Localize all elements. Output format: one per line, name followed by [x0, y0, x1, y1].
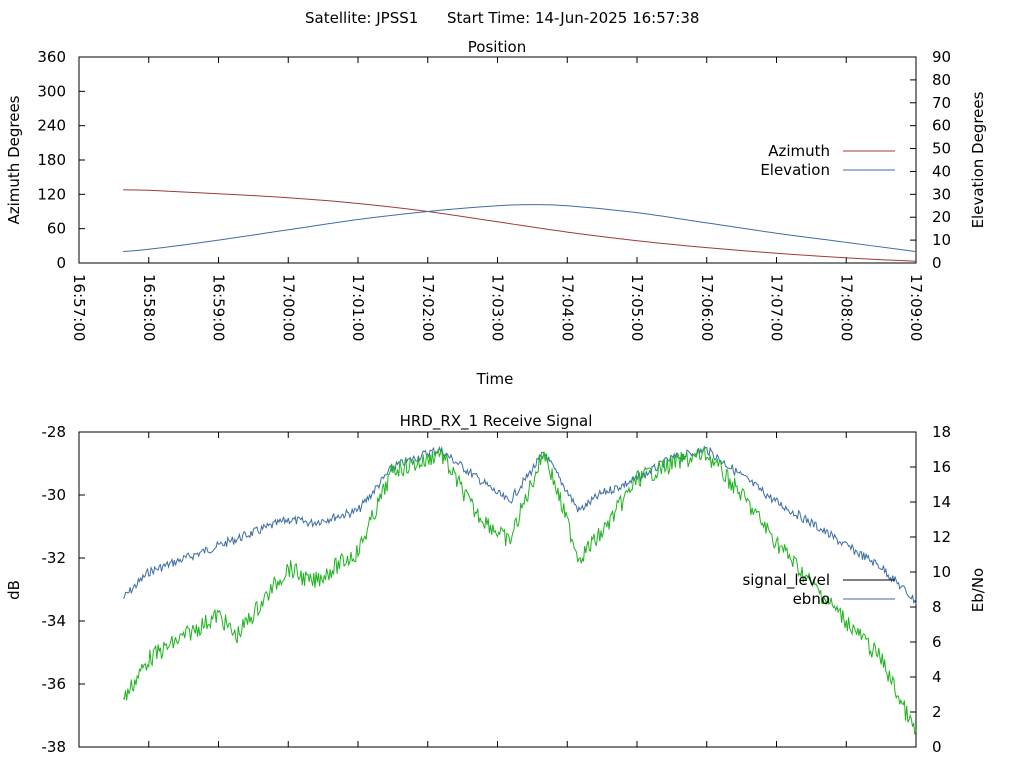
legend-elevation-label: Elevation — [760, 161, 830, 179]
position-y2-tick-label: 90 — [932, 48, 951, 66]
position-legend: Azimuth Elevation — [760, 142, 895, 179]
position-y2-tick-label: 40 — [932, 162, 951, 180]
position-x-tick-label: 17:08:00 — [837, 274, 855, 341]
signal-y-tick-label: -38 — [42, 738, 67, 756]
satellite-label: Satellite: JPSS1 — [305, 9, 418, 27]
signal-y-tick-label: -28 — [42, 423, 67, 441]
position-chart: Position 0 60 120 180 240 300 360 0 10 20 30 40 50 6… — [5, 38, 987, 388]
signal-y2-tick-label: 2 — [932, 703, 942, 721]
position-x-tick-label: 16:59:00 — [210, 274, 228, 341]
position-chart-title: Position — [468, 38, 526, 56]
signal-legend: signal_level ebno — [742, 571, 895, 608]
position-x-tick-label: 17:02:00 — [419, 274, 437, 341]
signal-y2-tick-label: 18 — [932, 423, 951, 441]
signal-line-signal-level — [122, 445, 917, 735]
signal-y-axis-ticks: -38 -36 -34 -32 -30 -28 — [42, 423, 85, 756]
position-y2-tick-label: 70 — [932, 94, 951, 112]
position-x-tick-label: 17:01:00 — [349, 274, 367, 341]
position-x-tick-label: 17:03:00 — [489, 274, 507, 341]
position-y2-tick-label: 10 — [932, 231, 951, 249]
signal-y2-tick-label: 0 — [932, 738, 942, 756]
position-y2-tick-label: 50 — [932, 140, 951, 158]
signal-x-axis-ticks — [78, 432, 917, 747]
signal-line-ebno — [122, 445, 917, 605]
position-y-tick-label: 360 — [37, 48, 66, 66]
position-y-axis-label: Azimuth Degrees — [5, 95, 23, 224]
signal-y2-axis-label: Eb/No — [969, 568, 987, 612]
position-x-tick-label: 17:04:00 — [558, 274, 576, 341]
position-y2-tick-label: 30 — [932, 185, 951, 203]
signal-y2-tick-label: 16 — [932, 458, 951, 476]
position-y2-tick-label: 80 — [932, 71, 951, 89]
legend-signal-level-label: signal_level — [742, 571, 830, 590]
position-y-tick-label: 0 — [56, 254, 66, 272]
signal-y2-tick-label: 10 — [932, 563, 951, 581]
signal-y2-tick-label: 8 — [932, 598, 942, 616]
position-series — [123, 189, 917, 262]
position-x-tick-label: 17:06:00 — [698, 274, 716, 341]
position-line-elevation — [123, 204, 917, 253]
signal-y-tick-label: -36 — [42, 675, 67, 693]
position-y-axis-ticks: 0 60 120 180 240 300 360 — [37, 48, 85, 272]
signal-y2-tick-label: 4 — [932, 668, 942, 686]
position-y-tick-label: 60 — [47, 220, 66, 238]
position-x-tick-label: 16:57:00 — [70, 274, 88, 341]
position-line-azimuth — [123, 189, 917, 262]
signal-y2-tick-label: 12 — [932, 528, 951, 546]
position-y-tick-label: 240 — [37, 117, 66, 135]
signal-y2-tick-label: 14 — [932, 493, 951, 511]
position-x-tick-label: 17:00:00 — [279, 274, 297, 341]
legend-ebno-label: ebno — [793, 590, 830, 608]
position-x-tick-label: 17:05:00 — [628, 274, 646, 341]
signal-y2-tick-label: 6 — [932, 633, 942, 651]
position-y-tick-label: 300 — [37, 82, 66, 100]
legend-azimuth-label: Azimuth — [768, 142, 830, 160]
signal-y-tick-label: -32 — [42, 549, 67, 567]
signal-chart-title: HRD_RX_1 Receive Signal — [400, 412, 593, 431]
signal-y-tick-label: -34 — [42, 612, 67, 630]
position-x-tick-label: 17:09:00 — [907, 274, 925, 341]
position-y2-tick-label: 20 — [932, 208, 951, 226]
position-y-tick-label: 120 — [37, 185, 66, 203]
position-x-tick-label: 16:58:00 — [140, 274, 158, 341]
signal-y2-axis-ticks: 0 2 4 6 8 10 12 14 16 18 — [910, 423, 951, 756]
position-y-tick-label: 180 — [37, 151, 66, 169]
signal-y-axis-label: dB — [5, 580, 23, 600]
position-y2-axis-ticks: 0 10 20 30 40 50 60 70 80 90 — [910, 48, 951, 272]
position-y2-tick-label: 60 — [932, 117, 951, 135]
start-time-label: Start Time: 14-Jun-2025 16:57:38 — [447, 9, 699, 27]
signal-series — [122, 445, 917, 735]
signal-chart: HRD_RX_1 Receive Signal -38-36-34-32-30-… — [5, 412, 987, 756]
signal-y-tick-label: -30 — [42, 486, 67, 504]
position-y2-axis-label: Elevation Degrees — [969, 91, 987, 228]
position-x-axis-ticks: 16:57:00 16:58:00 16:59:00 17:00:00 17:01:00… — [70, 57, 925, 341]
position-y2-tick-label: 0 — [932, 254, 942, 272]
position-x-axis-label: Time — [476, 370, 514, 388]
position-x-tick-label: 17:07:00 — [768, 274, 786, 341]
